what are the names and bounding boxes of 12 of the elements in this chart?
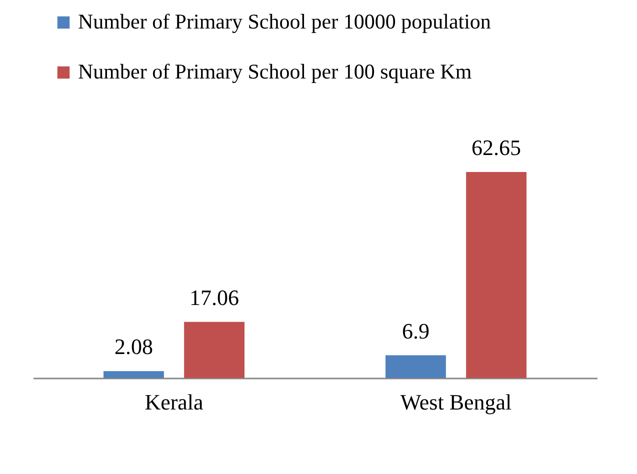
legend-label: Number of Primary School per 100 square Km — [78, 60, 472, 84]
x-tick-label: West Bengal — [400, 390, 512, 414]
data-label: 6.9 — [402, 318, 430, 344]
data-label: 2.08 — [114, 334, 153, 360]
legend-label: Number of Primary School per 10000 population — [78, 10, 492, 34]
bar — [386, 355, 446, 378]
bar — [466, 172, 526, 378]
bar — [184, 322, 244, 378]
x-tick-label: Kerala — [144, 390, 204, 414]
data-label: 62.65 — [472, 135, 522, 160]
bar — [104, 371, 164, 378]
data-label: 17.06 — [190, 284, 240, 310]
